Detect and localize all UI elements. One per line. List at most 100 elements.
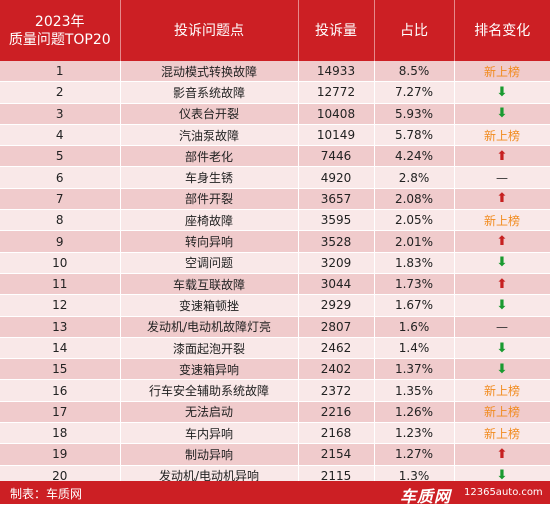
share-cell: 8.5% bbox=[374, 61, 455, 83]
count-cell: 3209 bbox=[298, 252, 375, 274]
change-cell: 新上榜 bbox=[454, 124, 550, 147]
issue-cell: 变速箱顿挫 bbox=[120, 294, 299, 317]
table-row: 10 空调问题 3209 1.83% ⬇ bbox=[0, 252, 550, 274]
header-share: 占比 bbox=[374, 0, 455, 61]
header-issue: 投诉问题点 bbox=[120, 0, 299, 61]
no-change-icon: — bbox=[496, 170, 508, 185]
rank-cell: 13 bbox=[0, 316, 121, 338]
change-cell: ⬆ bbox=[454, 145, 550, 168]
change-cell: ⬇ bbox=[454, 103, 550, 125]
quality-issues-table: 2023年 质量问题TOP20 投诉问题点 投诉量 占比 排名变化 1 混动模式转… bbox=[0, 0, 550, 487]
arrow-down-icon: ⬇ bbox=[496, 361, 508, 377]
change-cell: ⬇ bbox=[454, 81, 550, 104]
issue-cell: 汽油泵故障 bbox=[120, 124, 299, 147]
change-cell: 新上榜 bbox=[454, 379, 550, 402]
table-row: 13 发动机/电动机故障灯亮 2807 1.6% — bbox=[0, 316, 550, 338]
table-row: 9 转向异响 3528 2.01% ⬆ bbox=[0, 230, 550, 253]
rank-cell: 10 bbox=[0, 252, 121, 274]
header-rank-line1: 2023年 bbox=[34, 13, 85, 30]
footer-bar: 制表：车质网 车质网 12365auto.com bbox=[0, 481, 550, 506]
new-entry-badge: 新上榜 bbox=[483, 405, 520, 420]
rank-cell: 9 bbox=[0, 230, 121, 253]
no-change-icon: — bbox=[496, 319, 508, 334]
rank-cell: 2 bbox=[0, 81, 121, 104]
arrow-down-icon: ⬇ bbox=[496, 468, 508, 484]
change-cell: ⬆ bbox=[454, 273, 550, 296]
share-cell: 1.67% bbox=[374, 294, 455, 317]
share-cell: 2.05% bbox=[374, 209, 455, 232]
count-cell: 3044 bbox=[298, 273, 375, 296]
count-cell: 2168 bbox=[298, 422, 375, 445]
count-cell: 10149 bbox=[298, 124, 375, 147]
table-row: 3 仪表台开裂 10408 5.93% ⬇ bbox=[0, 103, 550, 125]
rank-cell: 5 bbox=[0, 145, 121, 168]
share-cell: 2.08% bbox=[374, 188, 455, 211]
issue-cell: 制动异响 bbox=[120, 443, 299, 466]
table-row: 19 制动异响 2154 1.27% ⬆ bbox=[0, 443, 550, 466]
rank-cell: 18 bbox=[0, 422, 121, 445]
table-row: 14 漆面起泡开裂 2462 1.4% ⬇ bbox=[0, 337, 550, 360]
issue-cell: 漆面起泡开裂 bbox=[120, 337, 299, 360]
header-change: 排名变化 bbox=[454, 0, 550, 61]
change-cell: 新上榜 bbox=[454, 422, 550, 445]
issue-cell: 部件开裂 bbox=[120, 188, 299, 211]
rank-cell: 14 bbox=[0, 337, 121, 360]
count-cell: 4920 bbox=[298, 166, 375, 189]
header-rank-line2: 质量问题TOP20 bbox=[8, 31, 111, 48]
count-cell: 3657 bbox=[298, 188, 375, 211]
share-cell: 2.01% bbox=[374, 230, 455, 253]
change-cell: 新上榜 bbox=[454, 61, 550, 83]
share-cell: 1.27% bbox=[374, 443, 455, 466]
issue-cell: 座椅故障 bbox=[120, 209, 299, 232]
count-cell: 7446 bbox=[298, 145, 375, 168]
count-cell: 3595 bbox=[298, 209, 375, 232]
issue-cell: 转向异响 bbox=[120, 230, 299, 253]
arrow-up-icon: ⬆ bbox=[496, 148, 508, 164]
table-row: 12 变速箱顿挫 2929 1.67% ⬇ bbox=[0, 294, 550, 317]
table-row: 17 无法启动 2216 1.26% 新上榜 bbox=[0, 401, 550, 424]
table-row: 16 行车安全辅助系统故障 2372 1.35% 新上榜 bbox=[0, 379, 550, 402]
share-cell: 1.83% bbox=[374, 252, 455, 274]
issue-cell: 车内异响 bbox=[120, 422, 299, 445]
table-row: 15 变速箱异响 2402 1.37% ⬇ bbox=[0, 358, 550, 381]
count-cell: 2372 bbox=[298, 379, 375, 402]
issue-cell: 部件老化 bbox=[120, 145, 299, 168]
new-entry-badge: 新上榜 bbox=[483, 128, 520, 143]
count-cell: 12772 bbox=[298, 81, 375, 104]
share-cell: 1.73% bbox=[374, 273, 455, 296]
table-row: 5 部件老化 7446 4.24% ⬆ bbox=[0, 145, 550, 168]
change-cell: ⬇ bbox=[454, 294, 550, 317]
new-entry-badge: 新上榜 bbox=[483, 426, 520, 441]
rank-cell: 17 bbox=[0, 401, 121, 424]
table-row: 18 车内异响 2168 1.23% 新上榜 bbox=[0, 422, 550, 445]
change-cell: ⬆ bbox=[454, 443, 550, 466]
rank-cell: 19 bbox=[0, 443, 121, 466]
arrow-down-icon: ⬇ bbox=[496, 106, 508, 122]
share-cell: 5.78% bbox=[374, 124, 455, 147]
footer-logo: 车质网 bbox=[400, 487, 452, 506]
change-cell: — bbox=[454, 166, 550, 189]
rank-cell: 7 bbox=[0, 188, 121, 211]
count-cell: 3528 bbox=[298, 230, 375, 253]
rank-cell: 8 bbox=[0, 209, 121, 232]
change-cell: ⬇ bbox=[454, 337, 550, 360]
count-cell: 2402 bbox=[298, 358, 375, 381]
count-cell: 2216 bbox=[298, 401, 375, 424]
table-body: 1 混动模式转换故障 14933 8.5% 新上榜 2 影音系统故障 12772 7.27% ⬇ 3… bbox=[0, 61, 550, 487]
table-row: 6 车身生锈 4920 2.8% — bbox=[0, 166, 550, 189]
share-cell: 7.27% bbox=[374, 81, 455, 104]
count-cell: 2154 bbox=[298, 443, 375, 466]
new-entry-badge: 新上榜 bbox=[483, 64, 520, 79]
table-row: 8 座椅故障 3595 2.05% 新上榜 bbox=[0, 209, 550, 232]
count-cell: 2462 bbox=[298, 337, 375, 360]
share-cell: 1.37% bbox=[374, 358, 455, 381]
arrow-down-icon: ⬇ bbox=[496, 84, 508, 100]
change-cell: ⬆ bbox=[454, 188, 550, 211]
issue-cell: 混动模式转换故障 bbox=[120, 61, 299, 83]
share-cell: 1.23% bbox=[374, 422, 455, 445]
change-cell: ⬇ bbox=[454, 252, 550, 274]
issue-cell: 变速箱异响 bbox=[120, 358, 299, 381]
rank-cell: 11 bbox=[0, 273, 121, 296]
change-cell: 新上榜 bbox=[454, 401, 550, 424]
